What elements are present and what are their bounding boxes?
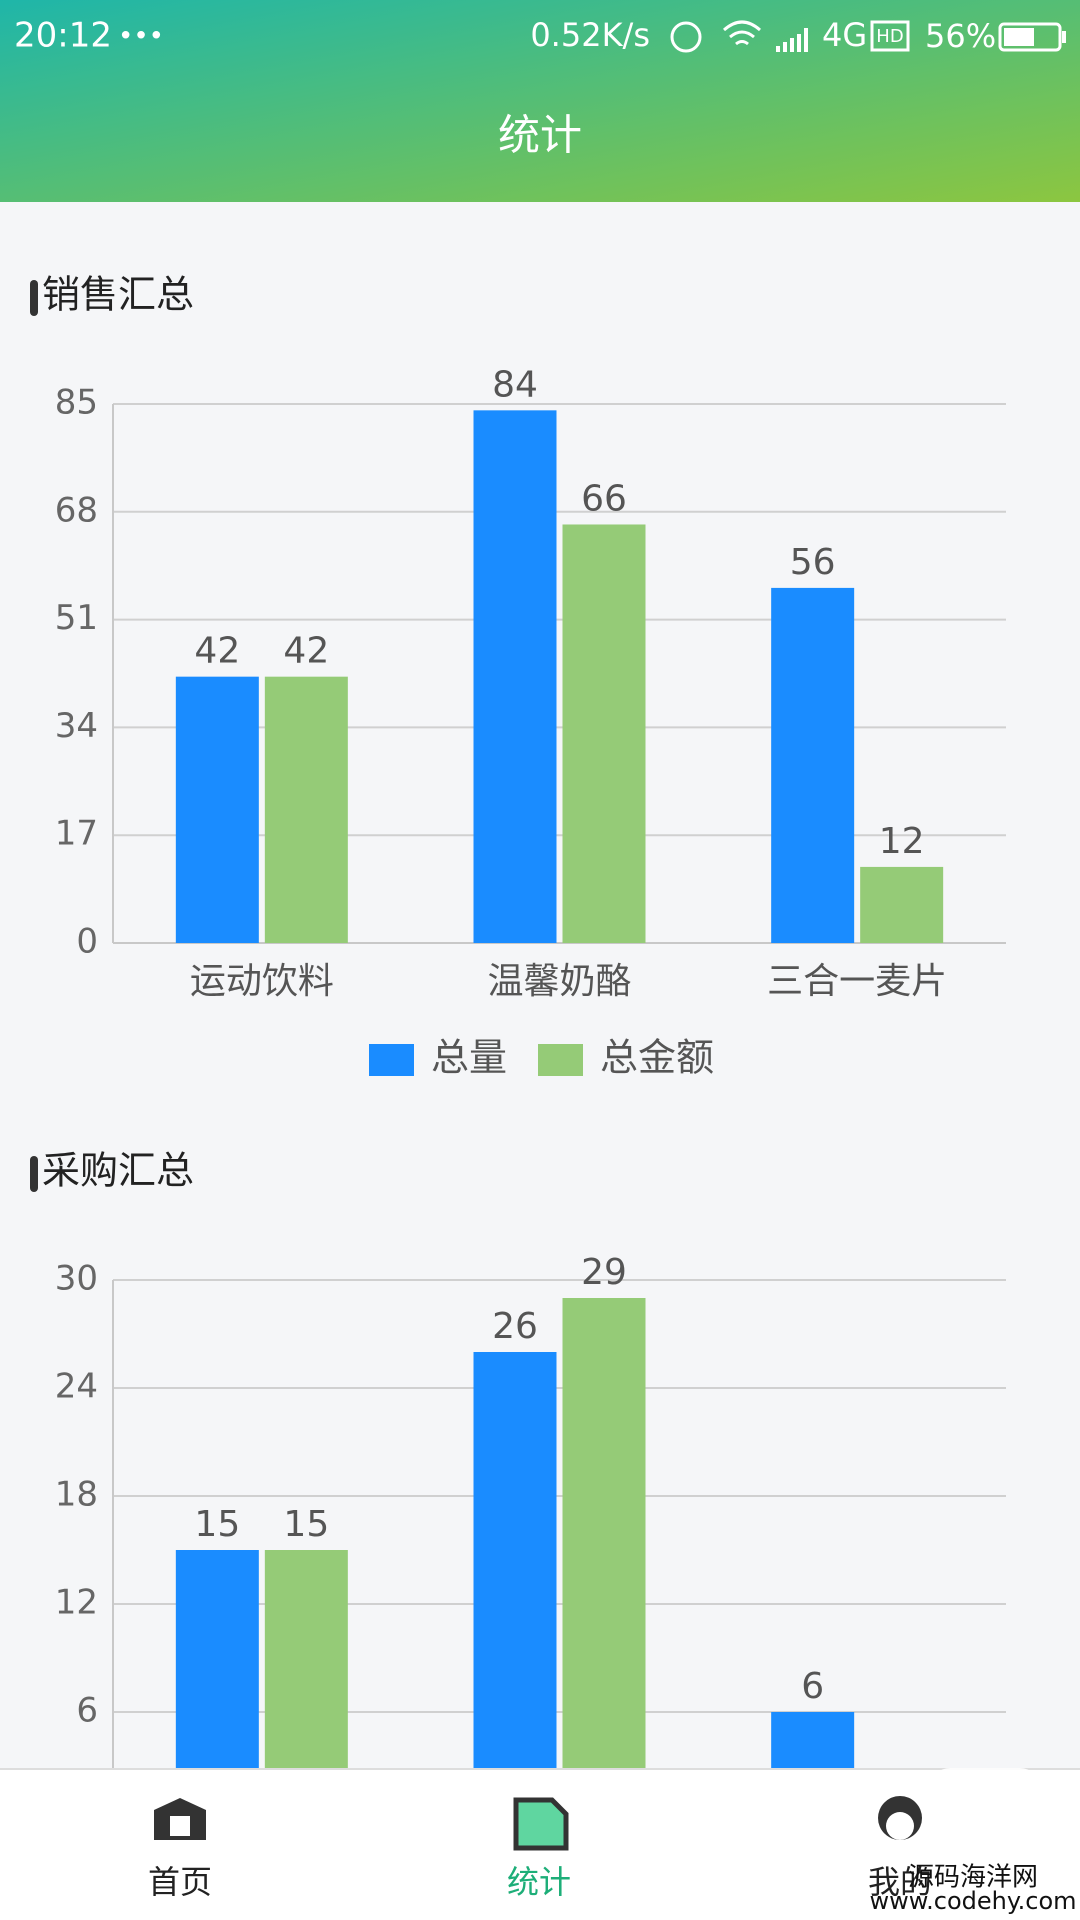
value-label: 6 [801,1666,824,1707]
tab-label[interactable]: 我的 [868,1863,932,1901]
header-title: 统计 [498,111,582,160]
y-tick-label: 30 [55,1259,98,1299]
y-tick-label: 12 [55,1583,98,1623]
watermark-url: www.codehy.com [869,1887,1076,1915]
value-label: 15 [283,1504,329,1545]
home-icon-door[interactable] [170,1816,190,1836]
legend-label: 总量 [431,1036,507,1080]
section-title: 销售汇总 [42,273,194,317]
value-label: 66 [581,478,627,519]
legend-swatch [369,1044,414,1076]
bar [264,676,348,943]
status-signal: 4G [822,16,867,54]
y-tick-label: 0 [76,922,98,962]
tabs: 首页 统计 我的 [148,1863,932,1901]
x-tick-label: 温馨奶酪 [487,961,631,1002]
y-tick-label: 24 [55,1367,98,1407]
battery-icon [998,22,1062,52]
stats-icon[interactable] [513,1797,569,1851]
section-marker [30,280,38,316]
wifi-icon [723,20,761,46]
watermark-bg [930,1768,1040,1848]
value-label: 42 [194,631,240,672]
watermark-name: 源码海洋网 [908,1863,1038,1893]
bar [473,1352,557,1820]
legend-label: 总金额 [600,1036,714,1080]
status-hd: HD [876,26,903,47]
section-title: 采购汇总 [42,1149,194,1193]
tab-label[interactable]: 统计 [507,1863,571,1901]
bar [562,524,646,943]
tab-label[interactable]: 首页 [148,1863,212,1901]
value-label: 84 [492,364,538,405]
status-network: 0.52K/s [530,16,650,54]
status-time: 20:12 [14,16,112,56]
value-label: 15 [194,1504,240,1545]
y-tick-label: 18 [55,1475,98,1515]
y-tick-label: 6 [76,1691,98,1731]
y-tick-label: 17 [55,814,98,854]
value-label: 56 [790,542,836,583]
y-tick-label: 34 [55,706,98,746]
alarm-icon [670,21,702,53]
section-marker [30,1156,38,1192]
bar [771,587,855,943]
x-tick-label: 运动饮料 [190,961,334,1002]
status-dots: ••• [118,22,164,52]
y-tick-label: 51 [55,598,98,638]
status-battery: 56% [925,17,996,55]
battery-tip [1062,31,1066,43]
bar [473,410,557,943]
hd-box [870,20,910,52]
y-tick-label: 68 [55,490,98,530]
x-tick-label: 三合一麦片 [767,961,947,1002]
bar [860,866,944,943]
battery-level [1004,28,1034,46]
bar [175,676,259,943]
value-label: 12 [879,821,925,862]
me-icon-inner[interactable] [886,1812,914,1840]
signal-icon [776,28,808,52]
value-label: 42 [283,631,329,672]
header-bar [0,0,1080,202]
y-tick-label: 85 [55,383,98,423]
value-label: 26 [492,1306,538,1347]
value-label: 29 [581,1252,627,1293]
legend-swatch [538,1044,583,1076]
bar [562,1298,646,1820]
